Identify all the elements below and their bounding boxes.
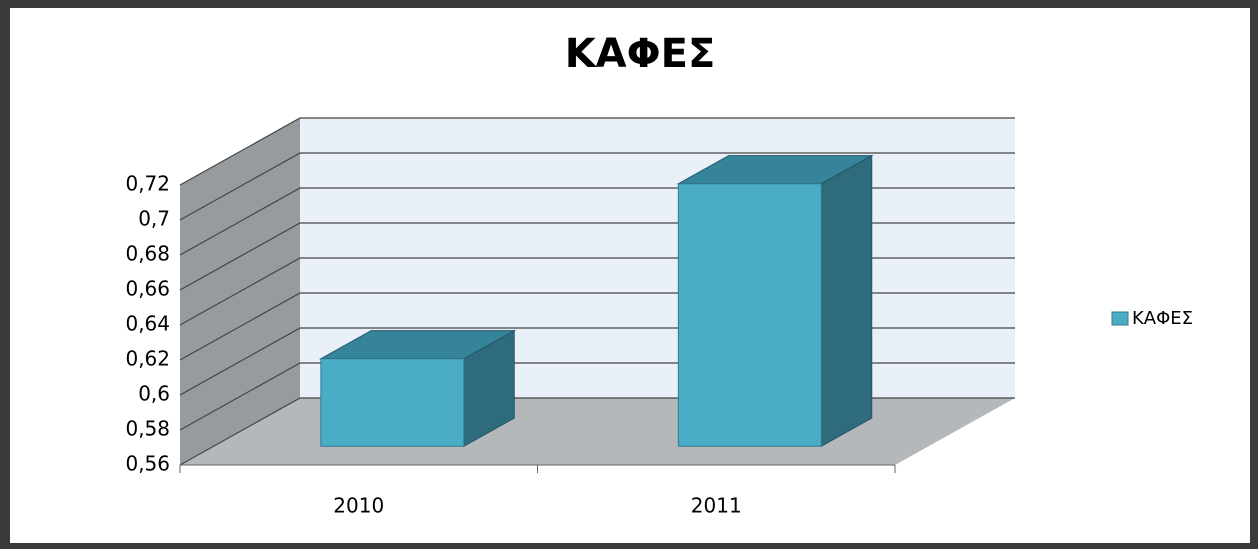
grid-line bbox=[179, 117, 1015, 186]
chart-title: ΚΑΦΕΣ bbox=[565, 31, 716, 77]
grid-line bbox=[179, 152, 1015, 221]
y-tick-label: 0,7 bbox=[138, 207, 170, 231]
y-tick-label: 0,6 bbox=[138, 382, 170, 406]
y-tick-label: 0,68 bbox=[125, 242, 170, 266]
floor bbox=[180, 398, 1015, 465]
legend-label: ΚΑΦΕΣ bbox=[1132, 308, 1193, 329]
y-tick-label: 0,58 bbox=[125, 417, 170, 441]
bar bbox=[320, 358, 465, 447]
legend-swatch bbox=[1111, 311, 1129, 326]
y-tick-label: 0,62 bbox=[125, 347, 170, 371]
x-tick-label: 2010 bbox=[333, 494, 384, 518]
y-tick-label: 0,72 bbox=[125, 172, 170, 196]
bar-side bbox=[820, 154, 873, 448]
x-tick-label: 2011 bbox=[691, 494, 742, 518]
bar bbox=[677, 183, 822, 447]
y-tick-label: 0,64 bbox=[125, 312, 170, 336]
y-tick-label: 0,56 bbox=[125, 452, 170, 476]
y-tick-label: 0,66 bbox=[125, 277, 170, 301]
